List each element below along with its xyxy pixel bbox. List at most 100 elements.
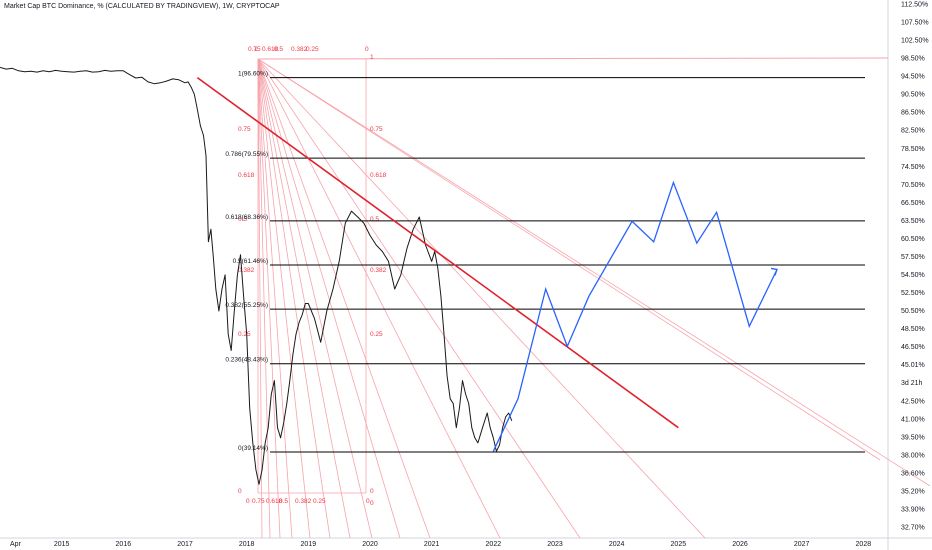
- time-axis-label: 2020: [362, 541, 378, 548]
- fan-ray: [257, 58, 373, 539]
- fan-ray: [257, 58, 931, 487]
- fan-left-label: 0.75: [238, 126, 251, 133]
- price-axis-label: 112.50%: [901, 2, 928, 9]
- fan-ray: [257, 58, 271, 539]
- fan-left-label: 0.25: [238, 331, 251, 338]
- fib-level-label: 0.236(48.43%): [225, 357, 268, 364]
- fan-ray: [257, 58, 281, 539]
- price-series: [0, 66, 513, 485]
- price-axis-label: 33.90%: [901, 506, 925, 513]
- fan-top-label: 0.5: [274, 46, 283, 53]
- price-axis[interactable]: 112.50% 107.50% 102.50% 98.50% 94.50% 90.50% 8…: [901, 2, 929, 532]
- price-axis-label: 66.50%: [901, 200, 925, 207]
- price-axis-label: 50.50%: [901, 308, 925, 315]
- fan-ray: [257, 58, 501, 539]
- price-axis-label: 78.50%: [901, 146, 925, 153]
- projection-layer[interactable]: [492, 180, 778, 452]
- price-axis-label: 45.01%: [901, 362, 925, 369]
- projection-path: [492, 180, 778, 452]
- fan-top-label: 1: [254, 46, 258, 53]
- fan-top-edge: [257, 57, 889, 60]
- price-axis-label: 82.50%: [901, 128, 925, 135]
- time-axis-label: 2025: [671, 541, 687, 548]
- fib-level-label: 1(96.60%): [238, 71, 268, 78]
- time-axis[interactable]: Apr 2015 2016 2017 2018 2019 2020 2021 2022 2023 2…: [10, 541, 871, 548]
- price-axis-label: 98.50%: [901, 56, 925, 63]
- fan-top-label: 0.75: [248, 46, 261, 53]
- fib-level-label: 0.786(79.55%): [225, 151, 268, 158]
- fan-mid-label: 0.382: [370, 267, 387, 274]
- fan-bottom-label: 0.382: [295, 498, 312, 505]
- fan-mid-label: 0.618: [370, 172, 387, 179]
- price-axis-label: 107.50%: [901, 20, 929, 27]
- fan-left-label: 0.618: [238, 172, 255, 179]
- fan-bottom-label: 0: [366, 498, 370, 505]
- fan-side-label: 1: [370, 54, 374, 61]
- price-axis-label: 102.50%: [901, 38, 929, 45]
- fan-mid-label: 0.25: [370, 331, 383, 338]
- price-axis-label: 32.70%: [901, 525, 925, 532]
- descending-trendline: [196, 76, 679, 429]
- time-axis-label: 2015: [54, 541, 70, 548]
- time-axis-label: 2016: [116, 541, 132, 548]
- fan-ray: [257, 58, 881, 461]
- fib-retracement[interactable]: 1(96.60%) 0.786(79.55%) 0.618(68.36%) 0.5(6…: [225, 71, 865, 453]
- fan-top-label: 0.382: [291, 46, 308, 53]
- price-axis-label: 57.50%: [901, 254, 925, 261]
- fan-left-label: 0.382: [238, 267, 255, 274]
- price-axis-label: 36.60%: [901, 470, 925, 477]
- price-axis-label: 35.20%: [901, 488, 925, 495]
- fan-ray: [257, 58, 706, 539]
- time-axis-label: 2021: [424, 541, 440, 548]
- fan-ray: [257, 58, 293, 539]
- price-axis-label: 86.50%: [901, 110, 925, 117]
- time-axis-label: Apr: [10, 541, 22, 548]
- fan-left-label: 0: [238, 488, 242, 495]
- fan-top-label: 0.25: [306, 46, 319, 53]
- price-axis-label: 63.50%: [901, 218, 925, 225]
- fan-bottom-label: 0.25: [313, 498, 326, 505]
- trendline-layer[interactable]: [196, 76, 679, 429]
- price-axis-label: 38.00%: [901, 452, 925, 459]
- fan-mid-label: 0: [370, 488, 374, 495]
- fan-top-label: 0: [365, 46, 369, 53]
- price-axis-label: 42.50%: [901, 398, 925, 405]
- fan-mid-label: 0.5: [370, 216, 379, 223]
- fan-ray: [257, 58, 311, 539]
- time-axis-label: 2027: [794, 541, 810, 548]
- fib-level-label: 0.382(55.25%): [225, 302, 268, 309]
- price-axis-label: 39.50%: [901, 434, 925, 441]
- price-axis-label: 94.50%: [901, 74, 925, 81]
- time-axis-label: 2019: [301, 541, 317, 548]
- fib-level-label: 0.5(61.46%): [233, 258, 268, 265]
- price-axis-label: 52.50%: [901, 290, 925, 297]
- btc-dominance-line: [0, 66, 513, 485]
- time-axis-label: 2028: [856, 541, 872, 548]
- fan-ray: [257, 58, 581, 539]
- time-axis-label: 2022: [486, 541, 502, 548]
- price-axis-label: 48.50%: [901, 326, 925, 333]
- fan-ray: [257, 58, 351, 539]
- price-axis-label: 41.00%: [901, 416, 925, 423]
- fan-top-label: 0.618: [262, 46, 279, 53]
- price-axis-label: 90.50%: [901, 92, 925, 99]
- price-axis-label: 74.50%: [901, 164, 925, 171]
- fan-ray: [257, 58, 331, 539]
- fan-ray: [257, 58, 263, 539]
- fib-level-label: 0.618(68.36%): [225, 214, 268, 221]
- time-axis-label: 2026: [732, 541, 748, 548]
- fan-bottom-label: 0.618: [266, 498, 283, 505]
- fan-left-label: 0.5: [238, 216, 247, 223]
- time-axis-label: 2018: [239, 541, 255, 548]
- fan-bottom-label: 0.5: [279, 498, 288, 505]
- price-axis-label: 54.50%: [901, 272, 925, 279]
- time-axis-label: 2023: [547, 541, 563, 548]
- price-axis-label: 60.50%: [901, 236, 925, 243]
- price-axis-label: 46.50%: [901, 344, 925, 351]
- fan-bottom-label: 0.75: [252, 498, 265, 505]
- fan-ray: [257, 58, 431, 539]
- time-axis-label: 2024: [609, 541, 625, 548]
- price-axis-label: 3d 21h: [901, 380, 923, 387]
